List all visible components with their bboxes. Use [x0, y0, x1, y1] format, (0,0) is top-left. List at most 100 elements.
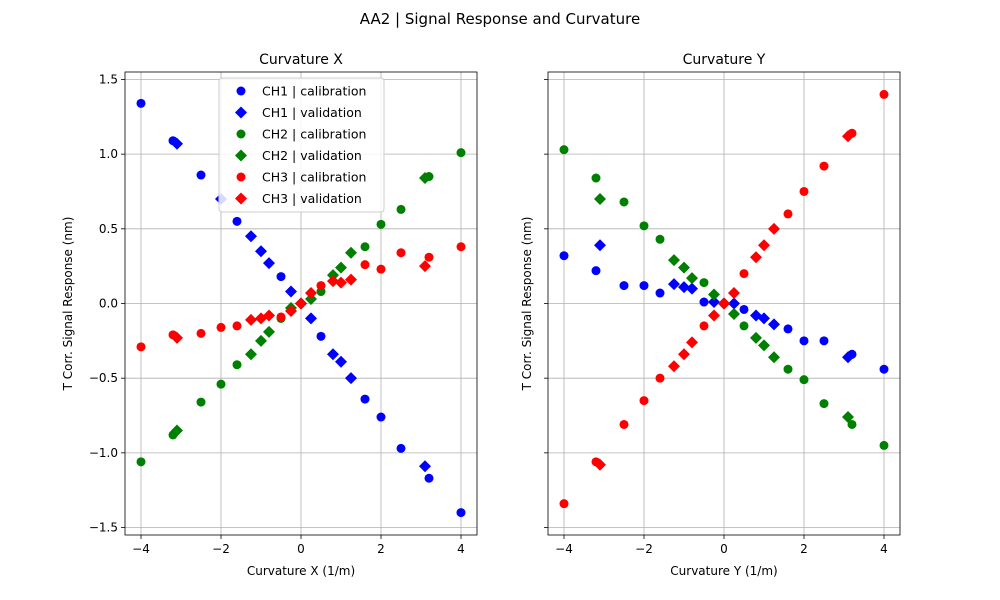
data-point — [799, 336, 809, 346]
data-point — [879, 89, 889, 99]
data-point — [639, 281, 649, 291]
data-point — [699, 278, 709, 288]
figure-suptitle: AA2 | Signal Response and Curvature — [360, 10, 640, 28]
data-point — [232, 360, 242, 370]
data-point — [396, 204, 406, 214]
data-point — [136, 457, 146, 467]
data-point — [316, 281, 326, 291]
data-point — [396, 248, 406, 258]
series-ch3-calibration — [559, 89, 889, 509]
data-point — [360, 242, 370, 252]
data-point — [686, 282, 698, 295]
data-point — [171, 137, 183, 150]
data-point — [305, 312, 317, 325]
x-tick-label: −4 — [132, 542, 150, 556]
data-point — [768, 318, 780, 331]
subplot-2: −4 −2 0 2 4 Curvature Y Curvature Y (1/m) T Cor… — [520, 52, 901, 578]
data-point — [456, 508, 466, 518]
data-point — [655, 373, 665, 383]
data-point — [879, 440, 889, 450]
data-point — [376, 412, 386, 422]
data-point — [345, 273, 357, 286]
x-tick-label: 4 — [880, 542, 888, 556]
legend-frame — [218, 77, 385, 213]
y-tick-label: −1.0 — [89, 446, 118, 460]
data-point — [456, 242, 466, 252]
data-point — [686, 272, 698, 285]
legend-marker — [236, 172, 246, 182]
x-tick-label: −2 — [212, 542, 230, 556]
data-point — [285, 304, 297, 317]
data-point — [819, 399, 829, 409]
data-point — [718, 297, 730, 310]
data-point — [758, 339, 770, 352]
data-point — [396, 443, 406, 453]
legend: CH1 | calibration CH1 | validation CH2 | c… — [218, 77, 385, 213]
data-point — [316, 331, 326, 341]
data-point — [591, 266, 601, 276]
data-point — [305, 287, 317, 300]
data-point — [216, 379, 226, 389]
data-point — [335, 355, 347, 368]
data-point — [594, 239, 606, 252]
data-point — [728, 287, 740, 300]
series-ch1-calibration — [559, 251, 889, 374]
data-point — [276, 312, 286, 322]
data-point — [136, 98, 146, 108]
legend-label: CH1 | validation — [262, 105, 362, 120]
data-point — [668, 360, 680, 373]
data-point — [376, 219, 386, 229]
data-point — [819, 161, 829, 171]
y-tick-label: 1.0 — [99, 147, 118, 161]
data-point — [232, 321, 242, 331]
subplot-title: Curvature Y — [683, 52, 766, 68]
data-point — [136, 342, 146, 352]
x-tick-label: 2 — [800, 542, 808, 556]
data-point — [708, 309, 720, 322]
data-point — [419, 460, 431, 473]
data-point — [819, 336, 829, 346]
data-point — [708, 296, 720, 309]
data-point — [678, 281, 690, 294]
data-point — [376, 264, 386, 274]
data-point — [842, 130, 854, 143]
data-point — [739, 304, 749, 314]
data-point — [255, 245, 267, 258]
data-point — [559, 251, 569, 261]
subplot-1: −4 −2 0 2 4 −1.5 −1.0 −0.5 0.0 0.5 1.0 1.5 Curvature… — [61, 52, 478, 578]
legend-label: CH3 | validation — [262, 191, 362, 206]
legend-label: CH1 | calibration — [262, 84, 366, 99]
data-point — [619, 197, 629, 207]
data-point — [728, 307, 740, 320]
data-point — [639, 396, 649, 406]
data-point — [678, 348, 690, 361]
y-tick-label: 1.5 — [99, 72, 118, 86]
data-point — [847, 419, 857, 429]
series-ch2-calibration — [559, 145, 889, 450]
legend-marker — [235, 192, 247, 205]
data-point — [699, 297, 709, 307]
data-point — [758, 312, 770, 325]
data-point — [594, 458, 606, 471]
data-point — [678, 261, 690, 274]
data-point — [335, 276, 347, 289]
data-point — [196, 328, 206, 338]
data-point — [739, 269, 749, 279]
data-point — [245, 313, 257, 326]
data-point — [842, 351, 854, 364]
data-point — [750, 331, 762, 344]
legend-marker — [236, 129, 246, 139]
data-point — [668, 254, 680, 267]
x-axis-label: Curvature Y (1/m) — [670, 564, 777, 578]
data-point — [783, 209, 793, 219]
data-point — [619, 419, 629, 429]
data-point — [419, 172, 431, 185]
data-point — [171, 424, 183, 437]
x-tick-label: −4 — [555, 542, 573, 556]
axes-frame — [124, 71, 478, 536]
legend-label: CH2 | validation — [262, 148, 362, 163]
data-point — [245, 230, 257, 243]
data-point — [196, 397, 206, 407]
